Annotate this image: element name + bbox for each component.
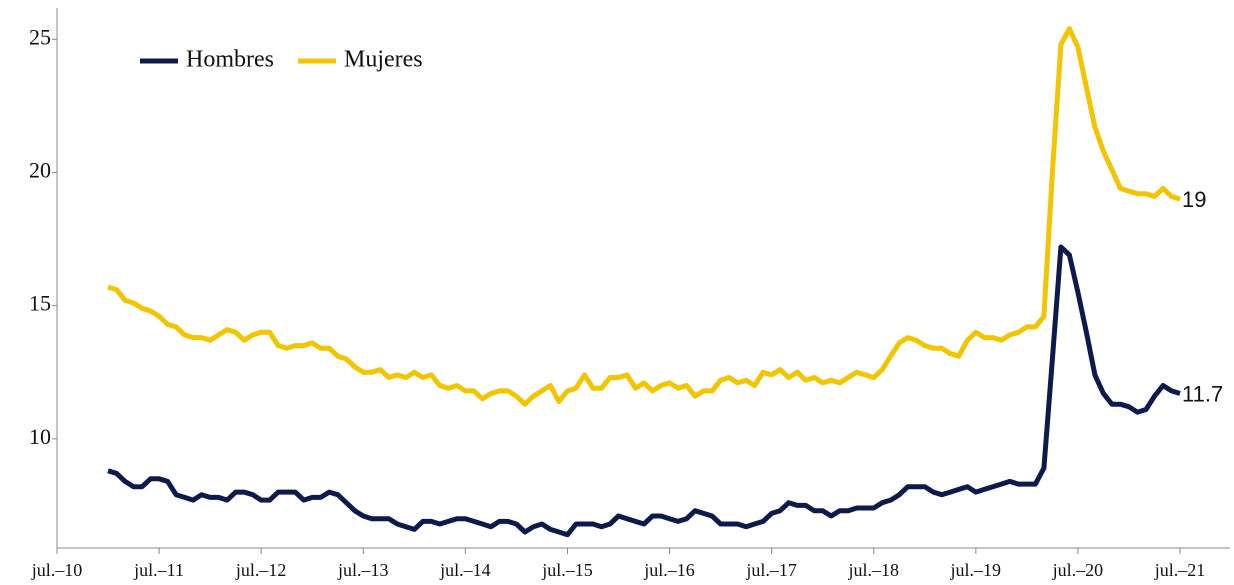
x-tick-label: jul.–18 [847,560,899,580]
y-tick-label: 25 [29,24,51,49]
x-tick-label: jul.–16 [643,560,695,580]
y-tick-label: 20 [29,158,51,183]
x-tick-label: jul.–10 [31,560,83,580]
x-tick-label: jul.–12 [235,560,287,580]
end-label: 19 [1182,187,1206,212]
x-tick-label: jul.–17 [745,560,797,580]
x-tick-label: jul.–13 [337,560,389,580]
legend-label: Mujeres [344,47,423,73]
x-tick-label: jul.–21 [1154,560,1206,580]
legend-label: Hombres [186,47,274,73]
y-tick-label: 10 [29,424,51,449]
y-tick-label: 15 [29,291,51,316]
x-tick-label: jul.–15 [541,560,593,580]
x-tick-label: jul.–20 [1052,560,1104,580]
x-tick-label: jul.–14 [439,560,491,580]
end-label: 11.7 [1182,381,1223,406]
series-line [107,244,1181,538]
x-tick-label: jul.–11 [133,560,184,580]
x-tick-label: jul.–19 [950,560,1002,580]
series-line [107,26,1181,407]
